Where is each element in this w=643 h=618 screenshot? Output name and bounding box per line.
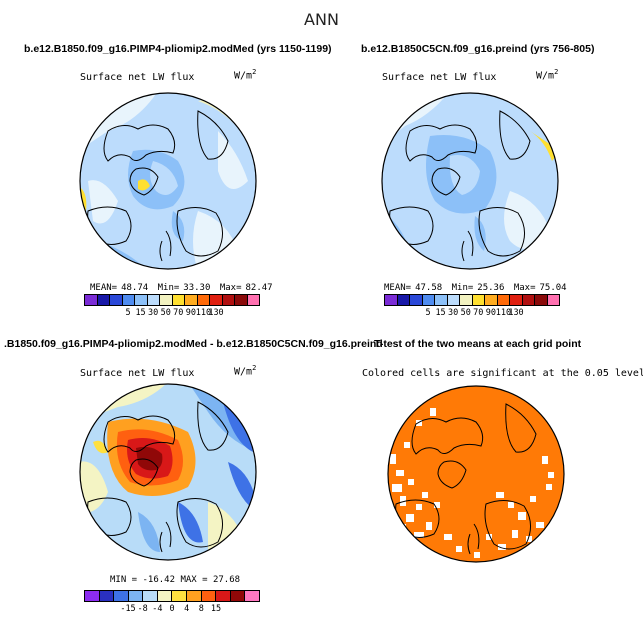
colorbar-tick-label: 70 bbox=[473, 308, 484, 318]
colorbar-swatch bbox=[147, 295, 160, 305]
colorbar-swatch bbox=[160, 295, 173, 305]
panel-2-variable: Surface net LW flux bbox=[382, 72, 497, 83]
colorbar-tick-label: 130 bbox=[208, 308, 224, 318]
colorbar-tick-label: 15 bbox=[435, 308, 446, 318]
panel-3-colorbar bbox=[84, 590, 260, 602]
colorbar-tick-label: 5 bbox=[425, 308, 431, 318]
colorbar-swatch bbox=[230, 591, 246, 601]
colorbar-tick-label: 50 bbox=[460, 308, 471, 318]
colorbar-tick-label: -15 bbox=[120, 604, 136, 614]
panel-1-stats: MEAN= 48.74 Min= 33.30 Max= 82.47 bbox=[90, 283, 273, 293]
colorbar-swatch bbox=[157, 591, 173, 601]
panel-3-title: .B1850.f09_g16.PIMP4-pliomip2.modMed - b… bbox=[4, 338, 383, 350]
colorbar-swatch bbox=[85, 591, 100, 601]
colorbar-swatch bbox=[235, 295, 248, 305]
panel-4-variable: Colored cells are significant at the 0.0… bbox=[362, 368, 643, 379]
panel-2-units: W/m2 bbox=[536, 68, 559, 82]
colorbar-swatch bbox=[447, 295, 460, 305]
colorbar-swatch bbox=[245, 591, 259, 601]
panel-3-map bbox=[79, 383, 257, 561]
panel-4-map bbox=[387, 385, 565, 563]
colorbar-tick-label: 110 bbox=[495, 308, 512, 318]
colorbar-swatch bbox=[197, 295, 210, 305]
colorbar-tick-label: 15 bbox=[210, 604, 222, 614]
colorbar-tick-label: 8 bbox=[198, 604, 204, 614]
colorbar-swatch bbox=[99, 591, 115, 601]
colorbar-swatch bbox=[460, 295, 473, 305]
colorbar-tick-label: 30 bbox=[148, 308, 159, 318]
colorbar-swatch bbox=[135, 295, 148, 305]
colorbar-swatch bbox=[222, 295, 235, 305]
colorbar-tick-label: 30 bbox=[448, 308, 459, 318]
panel-3-units: W/m2 bbox=[234, 364, 257, 378]
panel-2-map bbox=[381, 92, 559, 270]
panel-1-units: W/m2 bbox=[234, 68, 257, 82]
colorbar-swatch bbox=[385, 295, 398, 305]
colorbar-tick-label: 110 bbox=[195, 308, 212, 318]
colorbar-swatch bbox=[422, 295, 435, 305]
colorbar-swatch bbox=[522, 295, 535, 305]
colorbar-swatch bbox=[172, 295, 185, 305]
colorbar-tick-label: 70 bbox=[173, 308, 184, 318]
colorbar-tick-label: 130 bbox=[508, 308, 524, 318]
panel-1-colorbar bbox=[84, 294, 260, 306]
colorbar-swatch bbox=[210, 295, 223, 305]
panel-2-stats: MEAN= 47.58 Min= 25.36 Max= 75.04 bbox=[384, 283, 567, 293]
colorbar-tick-label: 90 bbox=[485, 308, 496, 318]
colorbar-swatch bbox=[510, 295, 523, 305]
colorbar-swatch bbox=[247, 295, 259, 305]
colorbar-tick-label: 4 bbox=[184, 604, 190, 614]
colorbar-tick-label: 5 bbox=[125, 308, 131, 318]
colorbar-tick-label: 50 bbox=[160, 308, 171, 318]
colorbar-swatch bbox=[128, 591, 144, 601]
colorbar-swatch bbox=[497, 295, 510, 305]
colorbar-swatch bbox=[472, 295, 485, 305]
panel-1-map bbox=[79, 92, 257, 270]
panel-1-colorbar-ticks: 5 15 30 50 70 90 110 130 bbox=[84, 308, 258, 320]
colorbar-swatch bbox=[122, 295, 135, 305]
colorbar-swatch bbox=[187, 591, 202, 601]
colorbar-swatch bbox=[110, 295, 123, 305]
colorbar-swatch bbox=[410, 295, 423, 305]
panel-2-colorbar-ticks: 5 15 30 50 70 90 110 130 bbox=[384, 308, 558, 320]
panel-3-stats: MIN = -16.42 MAX = 27.68 bbox=[110, 575, 241, 585]
panel-2-colorbar bbox=[384, 294, 560, 306]
colorbar-swatch bbox=[547, 295, 559, 305]
colorbar-tick-label: 0 bbox=[169, 604, 175, 614]
panel-1-variable: Surface net LW flux bbox=[80, 72, 195, 83]
colorbar-swatch bbox=[201, 591, 217, 601]
panel-3-colorbar-ticks: -15 -8 -4 0 4 8 15 bbox=[84, 604, 258, 616]
colorbar-swatch bbox=[435, 295, 448, 305]
colorbar-swatch bbox=[97, 295, 110, 305]
panel-3-variable: Surface net LW flux bbox=[80, 368, 195, 379]
main-title: ANN bbox=[304, 10, 339, 29]
colorbar-swatch bbox=[143, 591, 158, 601]
panel-2-title: b.e12.B1850C5CN.f09_g16.preind (yrs 756-… bbox=[361, 43, 595, 55]
panel-4-title: T-test of the two means at each grid poi… bbox=[374, 338, 582, 350]
colorbar-swatch bbox=[485, 295, 498, 305]
colorbar-tick-label: -4 bbox=[152, 604, 163, 614]
colorbar-swatch bbox=[172, 591, 188, 601]
colorbar-tick-label: 90 bbox=[185, 308, 196, 318]
panel-1-title: b.e12.B1850.f09_g16.PIMP4-pliomip2.modMe… bbox=[24, 43, 332, 55]
colorbar-swatch bbox=[397, 295, 410, 305]
colorbar-swatch bbox=[216, 591, 231, 601]
colorbar-swatch bbox=[114, 591, 129, 601]
colorbar-swatch bbox=[185, 295, 198, 305]
colorbar-tick-label: -8 bbox=[137, 604, 148, 614]
colorbar-tick-label: 15 bbox=[135, 308, 146, 318]
colorbar-swatch bbox=[535, 295, 548, 305]
colorbar-swatch bbox=[85, 295, 98, 305]
